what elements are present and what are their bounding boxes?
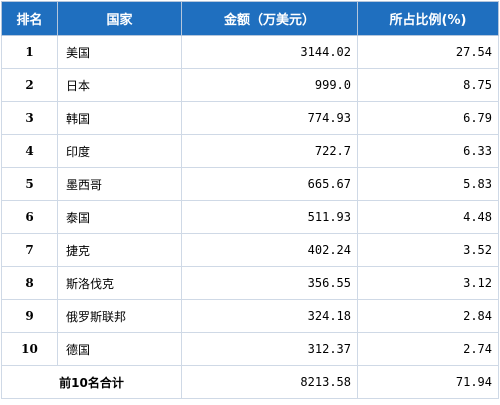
- ranking-table-container: 排名 国家 金额（万美元） 所占比例(%) 1 美国 3144.02 27.54…: [1, 1, 499, 399]
- rank-cell: 6: [1, 200, 58, 234]
- share-cell: 6.33: [357, 134, 499, 168]
- amount-cell: 722.7: [181, 134, 358, 168]
- country-cell: 美国: [57, 35, 182, 69]
- country-cell: 墨西哥: [57, 167, 182, 201]
- country-cell: 印度: [57, 134, 182, 168]
- rank-cell: 9: [1, 299, 58, 333]
- country-cell: 德国: [57, 332, 182, 366]
- country-cell: 俄罗斯联邦: [57, 299, 182, 333]
- total-label: 前10名合计: [1, 365, 182, 399]
- table-row: 5 墨西哥 665.67 5.83: [1, 167, 499, 201]
- share-cell: 8.75: [357, 68, 499, 102]
- table-row: 9 俄罗斯联邦 324.18 2.84: [1, 299, 499, 333]
- rank-cell: 1: [1, 35, 58, 69]
- amount-cell: 402.24: [181, 233, 358, 267]
- rank-cell: 7: [1, 233, 58, 267]
- amount-cell: 511.93: [181, 200, 358, 234]
- table-row: 2 日本 999.0 8.75: [1, 68, 499, 102]
- amount-cell: 356.55: [181, 266, 358, 300]
- share-cell: 27.54: [357, 35, 499, 69]
- header-row: 排名 国家 金额（万美元） 所占比例(%): [1, 1, 499, 36]
- amount-cell: 312.37: [181, 332, 358, 366]
- table-row: 10 德国 312.37 2.74: [1, 332, 499, 366]
- total-amount-cell: 8213.58: [181, 365, 358, 399]
- ranking-table: 排名 国家 金额（万美元） 所占比例(%) 1 美国 3144.02 27.54…: [1, 1, 499, 399]
- share-cell: 3.52: [357, 233, 499, 267]
- country-cell: 泰国: [57, 200, 182, 234]
- share-cell: 6.79: [357, 101, 499, 135]
- country-cell: 斯洛伐克: [57, 266, 182, 300]
- table-body: 1 美国 3144.02 27.54 2 日本 999.0 8.75 3 韩国 …: [1, 35, 499, 399]
- amount-cell: 774.93: [181, 101, 358, 135]
- table-row: 8 斯洛伐克 356.55 3.12: [1, 266, 499, 300]
- table-row: 1 美国 3144.02 27.54: [1, 35, 499, 69]
- total-row: 前10名合计 8213.58 71.94: [1, 365, 499, 399]
- rank-cell: 5: [1, 167, 58, 201]
- share-cell: 2.74: [357, 332, 499, 366]
- amount-cell: 324.18: [181, 299, 358, 333]
- amount-cell: 665.67: [181, 167, 358, 201]
- share-cell: 2.84: [357, 299, 499, 333]
- header-country: 国家: [57, 1, 182, 36]
- table-row: 7 捷克 402.24 3.52: [1, 233, 499, 267]
- share-cell: 5.83: [357, 167, 499, 201]
- country-cell: 韩国: [57, 101, 182, 135]
- amount-cell: 999.0: [181, 68, 358, 102]
- rank-cell: 4: [1, 134, 58, 168]
- header-rank: 排名: [1, 1, 58, 36]
- share-cell: 4.48: [357, 200, 499, 234]
- table-row: 4 印度 722.7 6.33: [1, 134, 499, 168]
- share-cell: 3.12: [357, 266, 499, 300]
- country-cell: 日本: [57, 68, 182, 102]
- table-row: 3 韩国 774.93 6.79: [1, 101, 499, 135]
- rank-cell: 8: [1, 266, 58, 300]
- rank-cell: 2: [1, 68, 58, 102]
- rank-cell: 3: [1, 101, 58, 135]
- header-share: 所占比例(%): [357, 1, 499, 36]
- table-row: 6 泰国 511.93 4.48: [1, 200, 499, 234]
- table-header: 排名 国家 金额（万美元） 所占比例(%): [1, 1, 499, 36]
- amount-cell: 3144.02: [181, 35, 358, 69]
- rank-cell: 10: [1, 332, 58, 366]
- country-cell: 捷克: [57, 233, 182, 267]
- total-share-cell: 71.94: [357, 365, 499, 399]
- header-amount: 金额（万美元）: [181, 1, 358, 36]
